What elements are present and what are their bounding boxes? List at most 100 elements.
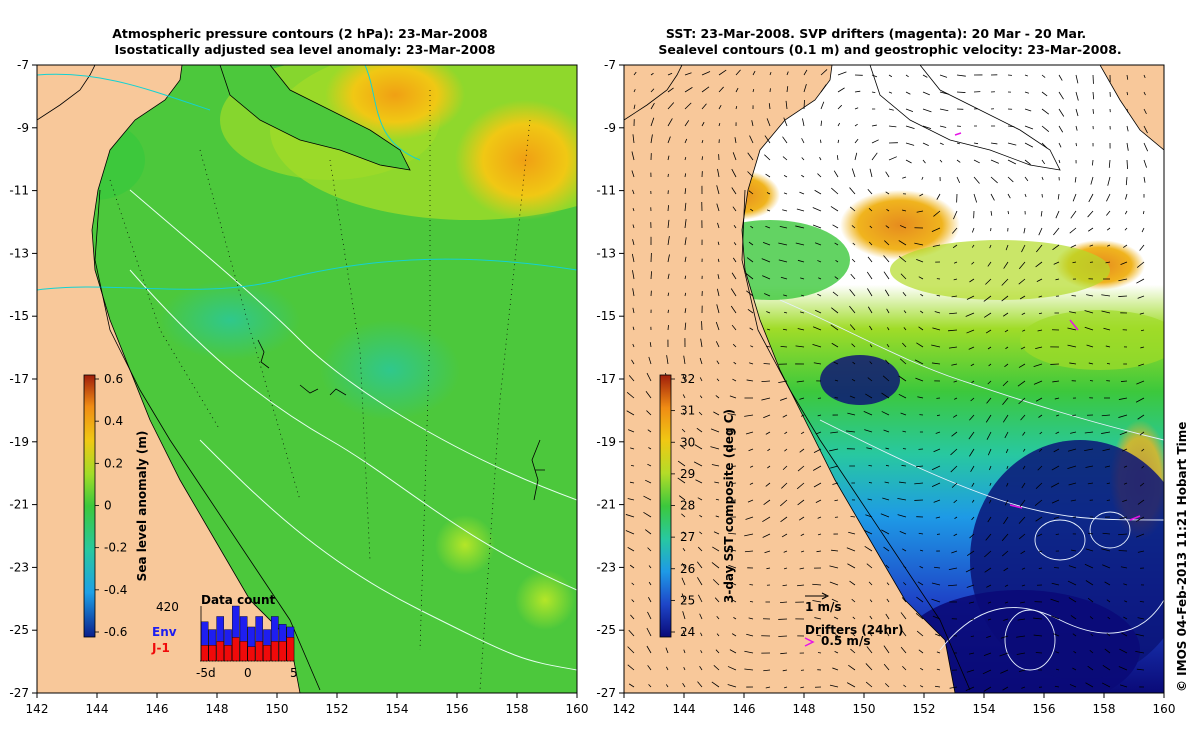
velocity-arrow [795,242,805,246]
velocity-arrow [1088,362,1094,365]
velocity-arrow [1118,666,1128,671]
velocity-arrow [1019,295,1026,300]
x-tick-label: 158 [506,702,529,716]
velocity-arrow [667,236,670,246]
velocity-arrow [933,566,941,569]
velocity-arrow [921,176,924,180]
velocity-arrow [732,343,737,348]
velocity-arrow [717,241,720,246]
velocity-arrow [882,375,890,382]
velocity-arrow [983,652,992,657]
velocity-arrow [697,681,703,688]
velocity-arrow [681,577,686,586]
velocity-arrow [1139,244,1145,251]
velocity-arrow [780,276,788,280]
velocity-arrow [799,567,805,570]
velocity-arrow [799,191,805,195]
velocity-arrow [682,394,686,399]
velocity-arrow [1036,244,1043,253]
velocity-arrow [667,118,673,127]
velocity-arrow [1106,363,1111,365]
velocity-arrow [990,176,998,184]
velocity-arrow [1104,581,1111,586]
velocity-arrow [1041,142,1048,149]
velocity-arrow [953,210,958,220]
velocity-arrow [750,208,754,212]
velocity-arrow [831,307,839,314]
velocity-arrow [1018,397,1026,405]
velocity-arrow [633,104,636,110]
velocity-arrow [1058,91,1064,100]
velocity-arrow [631,582,635,586]
velocity-arrow [922,108,932,113]
velocity-arrow [936,651,941,654]
velocity-arrow [732,206,737,212]
velocity-arrow [694,444,703,450]
velocity-arrow [951,431,958,437]
velocity-arrow [627,429,635,433]
velocity-arrow [922,74,928,78]
velocity-arrow [1053,261,1060,265]
velocity-arrow [1036,278,1043,282]
velocity-arrow [1137,617,1145,620]
velocity-arrow [836,155,839,161]
velocity-arrow [799,397,805,400]
velocity-arrow [701,139,704,144]
velocity-arrow [1053,633,1060,637]
velocity-arrow [1067,465,1077,470]
velocity-arrow [780,652,788,655]
y-tick-label: -23 [9,560,29,574]
velocity-arrow [645,479,652,484]
velocity-arrow [1084,310,1094,314]
velocity-arrow [626,392,635,399]
velocity-arrow [1102,448,1111,452]
y-tick-label: -7 [17,58,29,72]
velocity-arrow [899,358,907,365]
velocity-arrow [919,566,924,569]
velocity-arrow [693,461,703,467]
x-tick-label: 144 [673,702,696,716]
velocity-arrow [885,447,890,450]
velocity-arrow [919,193,924,197]
velocity-arrow [745,273,754,280]
velocity-arrow [1002,414,1009,423]
velocity-arrow [814,242,822,246]
velocity-arrow [1085,682,1094,688]
velocity-arrow [914,359,924,365]
velocity-arrow [849,206,856,212]
geostrophic-velocity-arrows [625,69,1149,692]
velocity-arrow [1107,176,1111,186]
velocity-arrow [812,600,822,603]
velocity-arrow [717,274,720,280]
velocity-arrow [850,516,856,518]
velocity-arrow [888,108,894,111]
velocity-arrow [699,514,703,518]
velocity-arrow [865,681,873,688]
velocity-arrow [986,635,992,638]
velocity-arrow [830,324,839,331]
velocity-arrow [684,256,687,263]
velocity-arrow [982,669,992,675]
velocity-arrow [950,465,958,473]
velocity-arrow [900,273,907,280]
velocity-arrow [797,465,805,472]
velocity-arrow [765,686,771,689]
velocity-arrow [1141,227,1145,233]
velocity-arrow [956,74,966,77]
velocity-arrow [1035,516,1043,522]
velocity-arrow [934,311,941,314]
velocity-arrow [1072,667,1077,671]
velocity-arrow [1020,346,1026,350]
colorbar-tick-label: 29 [680,467,695,481]
velocity-arrow [1024,125,1034,130]
velocity-arrow [1126,91,1129,96]
velocity-arrow [799,311,805,314]
velocity-arrow [1118,278,1128,282]
velocity-arrow [632,288,635,297]
velocity-arrow [1021,244,1026,253]
velocity-arrow [1041,125,1050,132]
velocity-arrow [854,138,859,144]
velocity-arrow [1141,465,1145,469]
velocity-arrow [1038,550,1043,553]
velocity-arrow [1125,176,1128,186]
